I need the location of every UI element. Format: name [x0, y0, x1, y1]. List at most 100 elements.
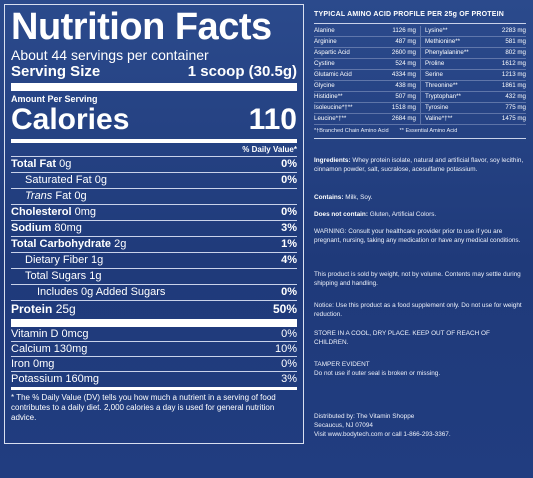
- amino-name: Tryptophan**: [425, 93, 461, 100]
- daily-value-header: % Daily Value*: [242, 145, 297, 154]
- nutrient-row-saturated-fat: Saturated Fat 0g 0%: [11, 172, 297, 188]
- amino-value: 2283 mg: [501, 27, 526, 34]
- calories-value: 110: [248, 103, 297, 136]
- vitamin-row-calcium: Calcium 130mg 10%: [11, 341, 297, 356]
- distributor-line-3: Visit www.bodytech.com or call 1-866-293…: [314, 431, 451, 438]
- nutrient-label: Saturated Fat: [25, 174, 92, 186]
- medium-divider: [11, 387, 297, 390]
- amino-row: Alanine 1126 mg Lysine** 2283 mg: [314, 26, 526, 37]
- amino-row: Histidine** 507 mg Tryptophan** 432 mg: [314, 92, 526, 103]
- nutrient-label: Dietary Fiber: [25, 254, 88, 266]
- nutrient-row-cholesterol: Cholesterol 0mg 0%: [11, 204, 297, 220]
- amino-cell: Leucine*†** 2684 mg: [314, 114, 420, 124]
- not-contain-text: Gluten, Artificial Colors.: [369, 211, 437, 218]
- distributor-block: Distributed by: The Vitamin Shoppe Secau…: [314, 412, 526, 439]
- nutrient-label: Sodium: [11, 222, 52, 234]
- amino-value: 1612 mg: [501, 60, 526, 67]
- nutrient-amount: 0g: [94, 174, 107, 186]
- amino-row: Leucine*†** 2684 mg Valine*†** 1475 mg: [314, 114, 526, 125]
- bcaa-note: *†Branched Chain Amino Acid: [314, 128, 389, 134]
- amino-cell: Tryptophan** 432 mg: [420, 92, 526, 102]
- amino-cell: Glycine 438 mg: [314, 81, 420, 91]
- amino-value: 2600 mg: [391, 49, 416, 56]
- amino-name: Glutamic Acid: [314, 71, 352, 78]
- serving-size-label: Serving Size: [11, 63, 101, 80]
- amino-name: Isoleucine*†**: [314, 104, 353, 111]
- vitamin-label: Calcium 130mg: [11, 343, 88, 355]
- amino-value: 4334 mg: [391, 71, 416, 78]
- tamper-block: TAMPER EVIDENT Do not use if outer seal …: [314, 360, 526, 378]
- amino-cell: Aspartic Acid 2600 mg: [314, 48, 420, 58]
- amino-row: Glutamic Acid 4334 mg Serine 1213 mg: [314, 70, 526, 81]
- not-contain-label: Does not contain:: [314, 211, 368, 218]
- vitamin-label: Iron 0mg: [11, 358, 55, 370]
- vitamin-pct: 0%: [281, 358, 297, 370]
- nutrition-title: Nutrition Facts: [11, 6, 272, 48]
- nutrient-pct: 50%: [272, 302, 297, 316]
- nutrient-amount: 0g: [59, 158, 72, 170]
- amino-value: 438 mg: [395, 82, 416, 89]
- amino-cell: Phenylalanine** 802 mg: [420, 48, 526, 58]
- amino-value: 1126 mg: [392, 27, 416, 34]
- amino-cell: Cystine 524 mg: [314, 59, 420, 69]
- amino-row: Isoleucine*†** 1518 mg Tyrosine 775 mg: [314, 103, 526, 114]
- amino-value: 1518 mg: [391, 104, 416, 111]
- nutrient-row-total-sugars: Total Sugars 1g: [11, 268, 297, 284]
- nutrient-amount: 80mg: [54, 222, 82, 234]
- nutrient-label: Total Fat: [11, 158, 57, 170]
- amino-row: Glycine 438 mg Threonine** 1861 mg: [314, 81, 526, 92]
- amino-name: Valine*†**: [425, 115, 453, 122]
- nutrient-pct: 0%: [281, 174, 297, 186]
- amino-cell: Lysine** 2283 mg: [420, 26, 526, 36]
- amino-name: Threonine**: [425, 82, 458, 89]
- nutrient-row-added-sugars: Includes 0g Added Sugars 0%: [11, 284, 297, 300]
- vitamin-label: Potassium 160mg: [11, 373, 100, 385]
- nutrient-amount: Fat 0g: [55, 190, 87, 202]
- amino-name: Tyrosine: [425, 104, 449, 111]
- amino-name: Glycine: [314, 82, 335, 89]
- weight-note: This product is sold by weight, not by v…: [314, 271, 521, 287]
- nutrient-row-total-fat: Total Fat 0g 0%: [11, 156, 297, 172]
- nutrient-amount: 2g: [114, 238, 127, 250]
- amino-value: 1213 mg: [501, 71, 526, 78]
- amino-value: 524 mg: [395, 60, 416, 67]
- amino-value: 2684 mg: [391, 115, 416, 122]
- nutrient-amount: 1g: [91, 254, 104, 266]
- amino-cell: Arginine 487 mg: [314, 37, 420, 47]
- vitamin-pct: 3%: [281, 373, 297, 385]
- amino-name: Leucine*†**: [314, 115, 347, 122]
- ingredients-block: Ingredients: Whey protein isolate, natur…: [314, 156, 526, 174]
- vitamin-row-iron: Iron 0mg 0%: [11, 356, 297, 371]
- amino-name: Lysine**: [425, 27, 448, 34]
- amino-value: 581 mg: [505, 38, 526, 45]
- nutrient-label: Trans: [25, 190, 53, 202]
- nutrient-pct: 0%: [281, 286, 297, 298]
- amino-cell: Tyrosine 775 mg: [420, 103, 526, 113]
- serving-size-value: 1 scoop (30.5g): [187, 63, 297, 80]
- amino-value: 507 mg: [395, 93, 416, 100]
- amino-cell: Glutamic Acid 4334 mg: [314, 70, 420, 80]
- ingredients-label: Ingredients:: [314, 157, 351, 164]
- nutrient-label: Includes 0g Added Sugars: [37, 286, 166, 298]
- nutrient-amount: 25g: [55, 302, 76, 316]
- calories-row: Calories 110: [11, 105, 297, 135]
- nutrient-pct: 1%: [281, 238, 297, 250]
- amino-value: 775 mg: [505, 104, 526, 111]
- amino-cell: Valine*†** 1475 mg: [420, 114, 526, 124]
- amino-cell: Histidine** 507 mg: [314, 92, 420, 102]
- vitamin-label: Vitamin D 0mcg: [11, 328, 89, 340]
- contains-text: Milk, Soy.: [345, 194, 373, 201]
- amount-per-serving: Amount Per Serving: [11, 94, 98, 104]
- vitamin-row-vitamin-d: Vitamin D 0mcg 0%: [11, 327, 297, 341]
- amino-cell: Proline 1612 mg: [420, 59, 526, 69]
- vitamin-row-potassium: Potassium 160mg 3%: [11, 371, 297, 386]
- tamper-text: Do not use if outer seal is broken or mi…: [314, 370, 441, 377]
- nutrient-amount: 0mg: [74, 206, 96, 218]
- amino-value: 432 mg: [505, 93, 526, 100]
- serving-size-row: Serving Size 1 scoop (30.5g): [11, 63, 297, 81]
- amino-legend: *†Branched Chain Amino Acid ** Essential…: [314, 127, 526, 136]
- thick-divider: [11, 319, 297, 327]
- amino-name: Aspartic Acid: [314, 49, 350, 56]
- distributor-line-1: Distributed by: The Vitamin Shoppe: [314, 413, 415, 420]
- vitamin-pct: 0%: [281, 328, 297, 340]
